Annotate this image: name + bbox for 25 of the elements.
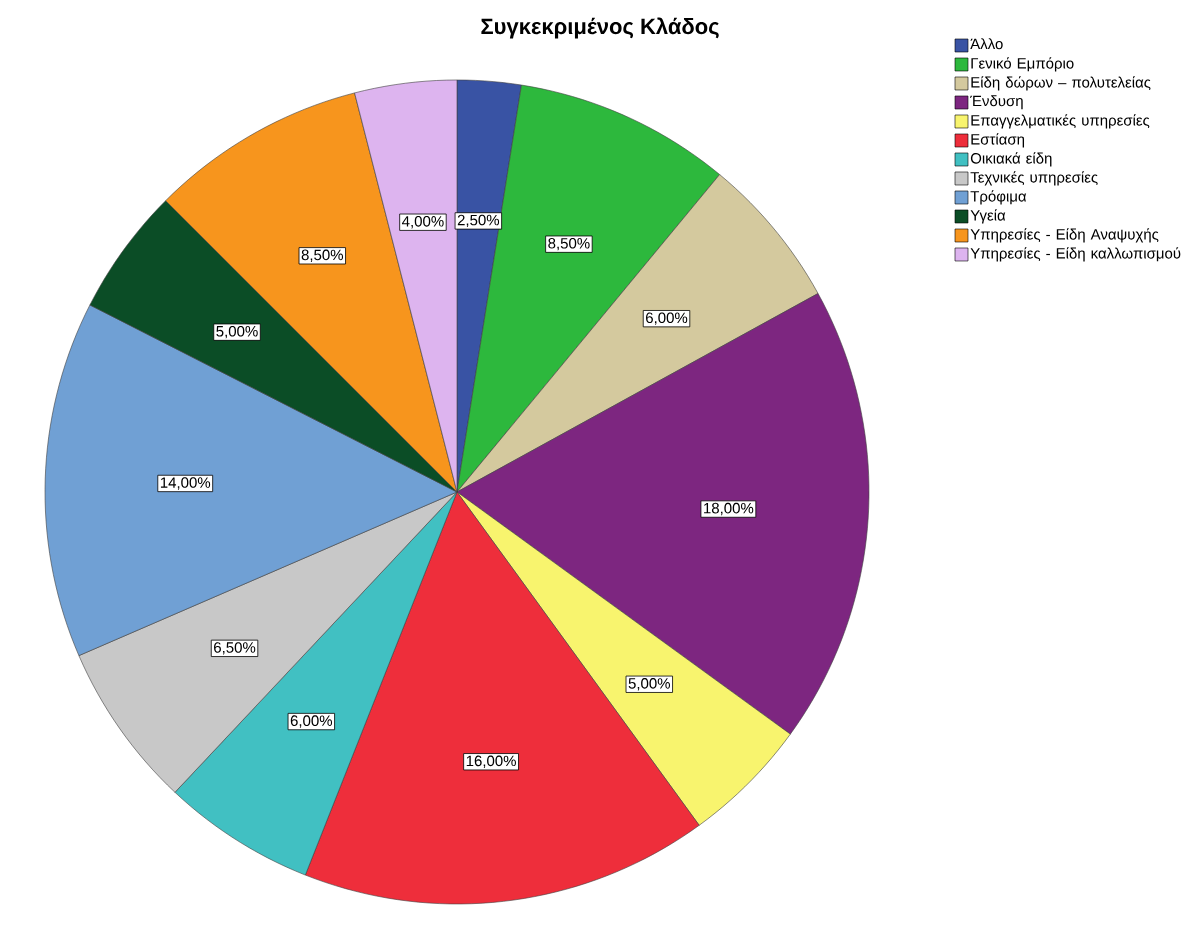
legend-label: Επαγγελματικές υπηρεσίες <box>971 114 1150 129</box>
legend-label: Άλλο <box>970 38 1003 50</box>
data-label: 6,00% <box>646 312 688 325</box>
data-label: 18,00% <box>704 502 754 516</box>
data-label: 14,00% <box>160 477 211 490</box>
legend-label: Υγεία <box>970 209 1006 224</box>
data-label: 2,50% <box>457 214 500 228</box>
data-label: 8,50% <box>301 249 344 262</box>
legend-label: Υπηρεσίες - Είδη καλλωπισμού <box>970 247 1181 262</box>
legend-label: Υπηρεσίες - Είδη Αναψυχής <box>970 228 1159 243</box>
legend-label: Ένδυση <box>970 95 1023 110</box>
legend-label: Είδη δώρων – πολυτελείας <box>971 76 1151 91</box>
chart-title: Συγκεκριμένος Κλάδος <box>481 17 719 39</box>
data-label: 4,00% <box>402 216 444 229</box>
legend-label: Τεχνικές υπηρεσίες <box>970 171 1098 186</box>
data-label: 5,00% <box>628 678 671 691</box>
data-label: 6,00% <box>290 715 333 728</box>
legend-label: Τρόφιμα <box>970 190 1027 205</box>
legend-label: Εστίαση <box>971 133 1025 148</box>
legend-label: Οικιακά είδη <box>970 152 1052 167</box>
legend-label: Γενικό Εμπόριο <box>971 57 1074 72</box>
data-label: 6,50% <box>214 642 256 655</box>
data-label: 8,50% <box>548 237 590 251</box>
data-label: 16,00% <box>466 755 516 768</box>
data-label: 5,00% <box>216 325 258 339</box>
